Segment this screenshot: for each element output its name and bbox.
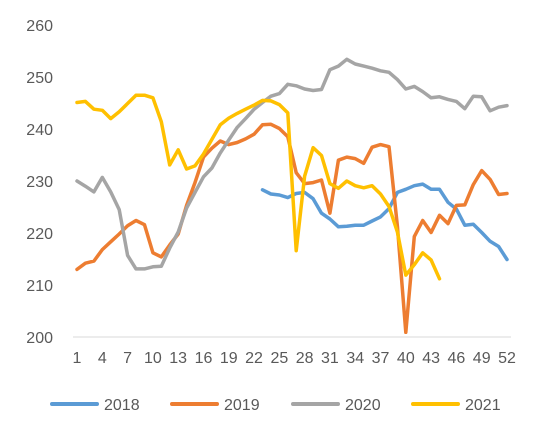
x-tick-label: 4 bbox=[98, 350, 107, 367]
x-tick-label: 1 bbox=[73, 350, 82, 367]
legend: 2018 2019 2020 2021 bbox=[50, 397, 501, 414]
x-tick-label: 34 bbox=[346, 350, 364, 367]
y-tick-label: 210 bbox=[26, 278, 53, 295]
x-tick-label: 28 bbox=[296, 350, 314, 367]
legend-label: 2021 bbox=[465, 397, 501, 414]
legend-item-2021: 2021 bbox=[411, 397, 501, 414]
x-tick-label: 13 bbox=[169, 350, 187, 367]
x-tick-label: 7 bbox=[123, 350, 132, 367]
y-tick-label: 240 bbox=[26, 122, 53, 139]
legend-label: 2019 bbox=[224, 397, 260, 414]
x-tick-label: 16 bbox=[195, 350, 213, 367]
x-tick-label: 22 bbox=[245, 350, 263, 367]
legend-label: 2018 bbox=[104, 397, 140, 414]
x-tick-label: 46 bbox=[448, 350, 466, 367]
x-tick-label: 37 bbox=[372, 350, 390, 367]
legend-item-2018: 2018 bbox=[50, 397, 140, 414]
series-line-2020 bbox=[75, 57, 509, 271]
x-tick-label: 43 bbox=[422, 350, 440, 367]
x-tick-label: 52 bbox=[498, 350, 516, 367]
legend-label: 2020 bbox=[345, 397, 381, 414]
y-axis-tick-labels: 200 210 220 230 240 250 260 bbox=[26, 18, 53, 347]
legend-item-2019: 2019 bbox=[170, 397, 260, 414]
x-tick-label: 31 bbox=[321, 350, 339, 367]
y-tick-label: 200 bbox=[26, 330, 53, 347]
x-tick-label: 40 bbox=[397, 350, 415, 367]
y-tick-label: 260 bbox=[26, 18, 53, 35]
y-tick-label: 230 bbox=[26, 174, 53, 191]
x-axis-tick-labels: 1 4 7 10 13 16 19 22 25 28 31 34 37 40 43 46 49 52 bbox=[73, 350, 516, 367]
x-tick-label: 19 bbox=[220, 350, 238, 367]
legend-item-2020: 2020 bbox=[291, 397, 381, 414]
x-tick-label: 25 bbox=[270, 350, 288, 367]
series-layer bbox=[75, 57, 509, 335]
x-tick-label: 49 bbox=[473, 350, 491, 367]
series-line-2021 bbox=[75, 93, 442, 281]
y-tick-label: 220 bbox=[26, 226, 53, 243]
y-tick-label: 250 bbox=[26, 70, 53, 87]
x-tick-label: 10 bbox=[144, 350, 162, 367]
